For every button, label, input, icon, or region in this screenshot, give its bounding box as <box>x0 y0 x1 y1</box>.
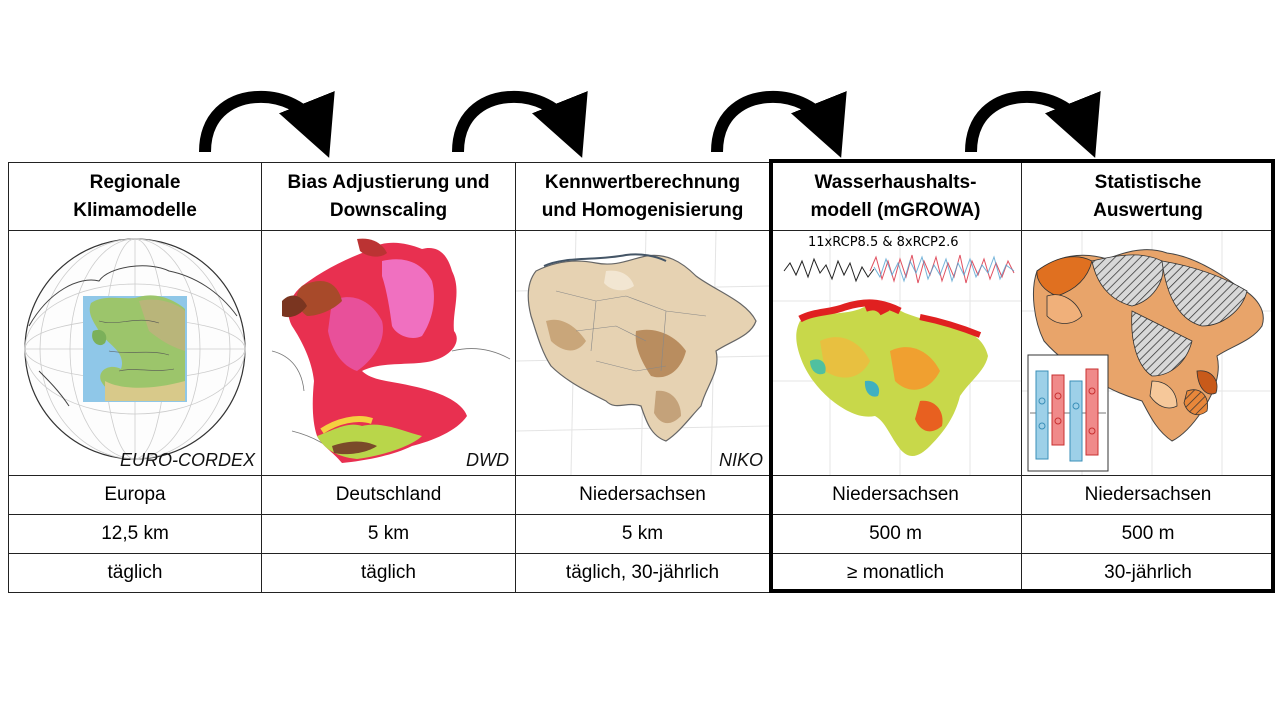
image-cell-lower-saxony-homogenized: NIKO <box>516 231 770 476</box>
image-credit: NIKO <box>718 450 763 470</box>
statistics-map-image <box>1022 231 1274 475</box>
time-step-cell: täglich <box>262 554 516 593</box>
timeseries-black <box>783 257 875 283</box>
image-cell-germany-map: DWD <box>262 231 516 476</box>
header-water-balance-model: Wasserhaushalts- modell (mGROWA) <box>770 163 1022 231</box>
process-arrows <box>199 90 1101 158</box>
resolution-cell: 12,5 km <box>9 515 262 554</box>
header-line: Regionale <box>89 171 181 193</box>
scenario-label: 11xRCP8.5 & 8xRCP2.6 <box>808 235 959 250</box>
image-cell-europe-globe: EURO-CORDEX <box>9 231 262 476</box>
header-line: Kennwertberechnung <box>544 171 741 193</box>
header-line: Wasserhaushalts- <box>814 171 977 193</box>
header-line: Downscaling <box>329 199 448 221</box>
germany-map-image <box>271 238 511 463</box>
time-step-cell: ≥ monatlich <box>770 554 1022 593</box>
time-step-cell: täglich <box>9 554 262 593</box>
header-statistical-evaluation: Statistische Auswertung <box>1022 163 1275 231</box>
header-regional-climate-models: Regionale Klimamodelle <box>9 163 262 231</box>
header-line: Klimamodelle <box>73 199 197 221</box>
timeseries-red <box>869 254 1015 284</box>
resolution-cell: 500 m <box>1022 515 1275 554</box>
region-cell: Niedersachsen <box>770 476 1022 515</box>
header-line: Auswertung <box>1093 199 1203 221</box>
header-bias-adjustment: Bias Adjustierung und Downscaling <box>262 163 516 231</box>
image-cell-statistical-evaluation <box>1022 231 1275 476</box>
region-cell: Deutschland <box>262 476 516 515</box>
resolution-cell: 500 m <box>770 515 1022 554</box>
time-step-cell: 30-jährlich <box>1022 554 1275 593</box>
resolution-cell: 5 km <box>516 515 770 554</box>
workflow-table: Regionale Klimamodelle Bias Adjustierung… <box>8 162 1275 593</box>
header-line: und Homogenisierung <box>541 199 744 221</box>
image-credit: EURO-CORDEX <box>119 450 255 470</box>
region-cell: Europa <box>9 476 262 515</box>
header-indicator-calculation: Kennwertberechnung und Homogenisierung <box>516 163 770 231</box>
lower-saxony-map-image <box>516 231 769 475</box>
resolution-cell: 5 km <box>262 515 516 554</box>
image-cell-water-balance-model: 11xRCP8.5 & 8xRCP2.6 <box>770 231 1022 476</box>
globe-map-image <box>24 238 246 460</box>
image-credit: DWD <box>466 450 509 470</box>
arrow-2 <box>452 90 588 158</box>
header-line: Statistische <box>1094 171 1202 193</box>
region-cell: Niedersachsen <box>1022 476 1275 515</box>
time-step-cell: täglich, 30-jährlich <box>516 554 770 593</box>
region-cell: Niedersachsen <box>516 476 770 515</box>
arrow-1 <box>199 90 335 158</box>
header-line: modell (mGROWA) <box>810 199 981 221</box>
header-line: Bias Adjustierung und <box>287 171 490 193</box>
timeseries-blue <box>873 255 1015 283</box>
arrow-3 <box>711 90 847 158</box>
water-balance-map-image <box>770 231 1021 475</box>
arrow-4 <box>965 90 1101 158</box>
